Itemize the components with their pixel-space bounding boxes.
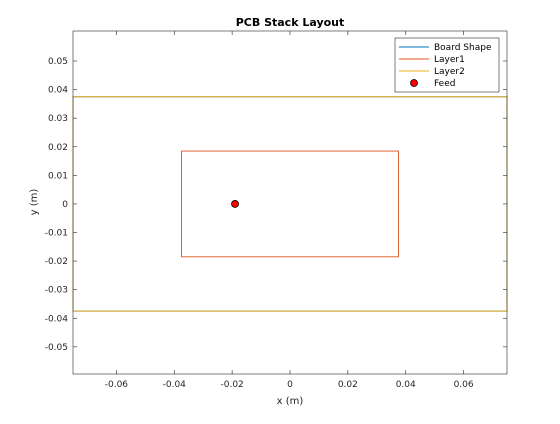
y-tick-label: 0.04 xyxy=(48,86,68,96)
legend-swatch xyxy=(410,79,418,87)
feed-point xyxy=(231,200,239,208)
x-tick-label: 0 xyxy=(287,380,293,390)
y-tick-label: 0.05 xyxy=(48,57,68,67)
legend-label: Feed xyxy=(434,79,455,89)
legend-label: Board Shape xyxy=(434,43,492,53)
x-tick-label: -0.04 xyxy=(163,380,187,390)
x-axis-label: x (m) xyxy=(277,396,304,407)
x-tick-label: 0.02 xyxy=(338,380,358,390)
y-tick-label: -0.04 xyxy=(45,314,69,324)
y-axis-label: y (m) xyxy=(29,189,40,216)
x-tick-label: -0.02 xyxy=(220,380,243,390)
x-tick-label: -0.06 xyxy=(105,380,129,390)
y-tick-label: 0 xyxy=(62,200,68,210)
y-tick-label: -0.05 xyxy=(45,343,68,353)
legend-label: Layer1 xyxy=(434,55,465,65)
legend: Board Shape Layer1 Layer2 Feed xyxy=(394,37,500,93)
y-tick-label: 0.03 xyxy=(48,114,68,124)
y-tick-label: 0.02 xyxy=(48,143,68,153)
legend-label: Layer2 xyxy=(434,67,465,77)
y-tick-label: -0.03 xyxy=(45,286,68,296)
chart-title: PCB Stack Layout xyxy=(236,16,345,29)
x-tick-label: 0.04 xyxy=(396,380,416,390)
y-tick-label: 0.01 xyxy=(48,171,68,181)
ticks-layer: -0.06 -0.04 -0.02 0 0.02 0.04 0.06 -0.05 -0.04 -0… xyxy=(45,31,507,390)
y-tick-label: -0.02 xyxy=(45,257,68,267)
x-tick-label: 0.06 xyxy=(454,380,474,390)
y-tick-label: -0.01 xyxy=(45,229,68,239)
series-layer1-outline xyxy=(181,150,399,258)
